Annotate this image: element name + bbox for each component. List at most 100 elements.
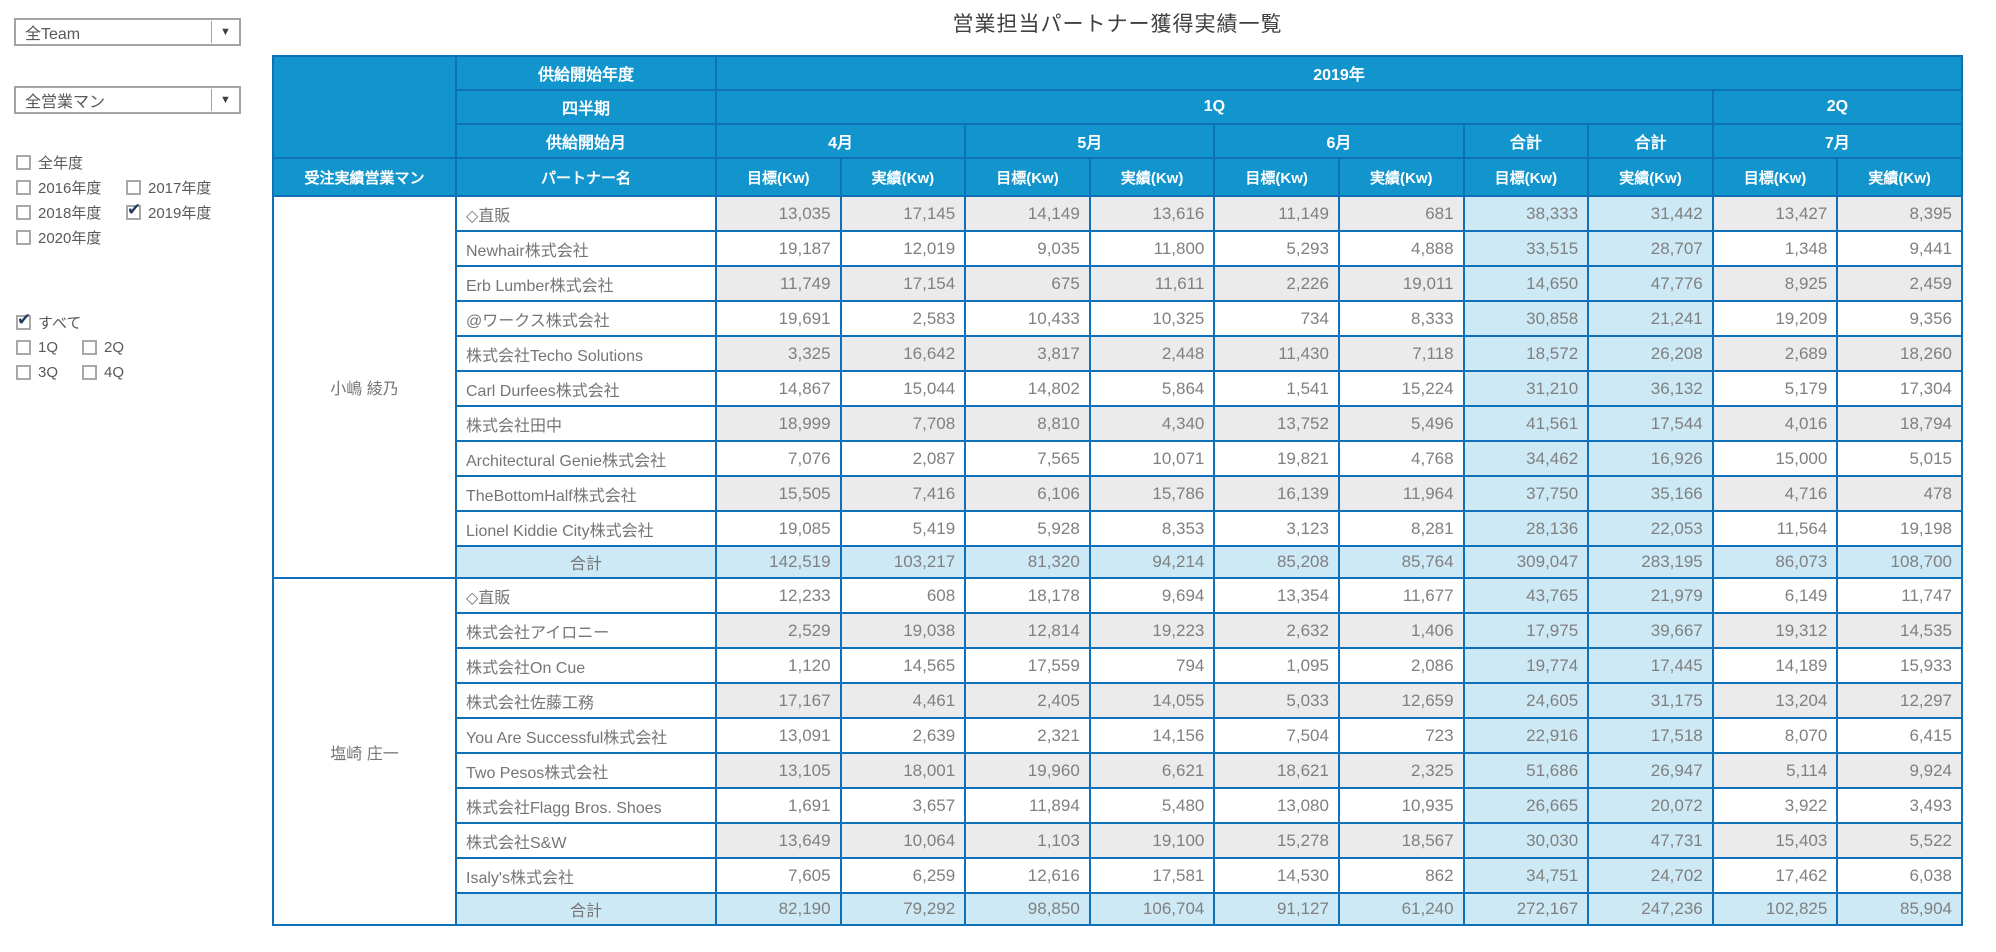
actual-value-cell: 16,642 (839, 335, 967, 372)
target-value-cell: 11,564 (1711, 510, 1839, 547)
actual-value-cell: 12,659 (1337, 682, 1465, 719)
target-value-cell: 12,814 (964, 612, 1091, 649)
actual-value-cell: 31,175 (1587, 682, 1714, 719)
total-label-cell: 合計 (455, 545, 717, 579)
actual-value-cell: 608 (839, 577, 967, 614)
partner-row: TheBottomHalf株式会社 15,505 7,416 6,106 15,786 1… (273, 475, 1963, 512)
target-value-cell: 10,433 (964, 300, 1091, 337)
actual-value-cell: 17,518 (1587, 717, 1714, 754)
actual-value-cell: 21,979 (1587, 577, 1714, 614)
checkbox-label: 全年度 (38, 155, 84, 172)
total-value-cell: 102,825 (1711, 892, 1839, 926)
partner-row: 株式会社On Cue 1,120 14,565 17,559 794 1,095 2,086… (273, 647, 1963, 684)
partner-name-cell: 株式会社佐藤工務 (455, 682, 717, 719)
target-value-cell: 13,354 (1213, 577, 1340, 614)
actual-value-cell: 17,154 (839, 265, 967, 302)
year-checkbox-2016年度[interactable]: 2016年度 (16, 177, 126, 198)
target-value-cell: 7,565 (964, 440, 1091, 477)
team-dropdown-value: 全Team (25, 26, 81, 43)
total-value-cell: 79,292 (839, 892, 967, 926)
target-value-cell: 12,616 (964, 857, 1091, 894)
actual-value-cell: 17,145 (839, 195, 967, 232)
quarter-checkbox-すべて[interactable]: すべて (16, 310, 82, 333)
target-value-cell: 8,810 (964, 405, 1091, 442)
target-value-cell: 13,035 (715, 195, 842, 232)
team-dropdown[interactable]: 全Team ▼ (14, 18, 241, 46)
target-value-cell: 16,139 (1213, 475, 1340, 512)
target-value-cell: 15,505 (715, 475, 842, 512)
year-checkbox-2017年度[interactable]: 2017年度 (126, 177, 211, 198)
target-value-cell: 2,405 (964, 682, 1091, 719)
target-value-cell: 2,689 (1711, 335, 1839, 372)
target-column-header: 目標(Kw) (1711, 157, 1839, 197)
actual-value-cell: 8,333 (1337, 300, 1465, 337)
partner-name-cell: Architectural Genie株式会社 (455, 440, 717, 477)
quarter-checkbox-1Q[interactable]: 1Q (16, 339, 82, 356)
target-value-cell: 14,530 (1213, 857, 1340, 894)
target-value-cell: 33,515 (1462, 230, 1590, 267)
partner-name-cell: Newhair株式会社 (455, 230, 717, 267)
target-value-cell: 18,621 (1213, 752, 1340, 789)
target-value-cell: 18,178 (964, 577, 1091, 614)
partner-name-cell: TheBottomHalf株式会社 (455, 475, 717, 512)
supply-start-month-header: 供給開始月 (455, 123, 717, 159)
target-value-cell: 13,105 (715, 752, 842, 789)
target-value-cell: 5,114 (1711, 752, 1839, 789)
actual-value-cell: 8,395 (1836, 195, 1963, 232)
target-value-cell: 1,348 (1711, 230, 1839, 267)
target-value-cell: 13,649 (715, 822, 842, 859)
target-value-cell: 17,559 (964, 647, 1091, 684)
total-value-cell: 272,167 (1462, 892, 1590, 926)
quarter-checkbox-3Q[interactable]: 3Q (16, 364, 82, 381)
total-value-cell: 106,704 (1088, 892, 1216, 926)
actual-value-cell: 478 (1836, 475, 1963, 512)
month-header: 5月 (964, 123, 1216, 159)
target-value-cell: 17,167 (715, 682, 842, 719)
target-value-cell: 11,430 (1213, 335, 1340, 372)
target-value-cell: 1,691 (715, 787, 842, 824)
quarter-checkbox-4Q[interactable]: 4Q (82, 364, 124, 381)
q1-header: 1Q (715, 89, 1714, 125)
actual-value-cell: 11,747 (1836, 577, 1963, 614)
month-header: 7月 (1711, 123, 1964, 159)
quarter-checkbox-2Q[interactable]: 2Q (82, 339, 124, 356)
actual-value-cell: 19,011 (1337, 265, 1465, 302)
dropdown-separator (211, 21, 212, 43)
year-checkbox-2019年度[interactable]: 2019年度 (126, 200, 211, 223)
actual-value-cell: 39,667 (1587, 612, 1714, 649)
actual-value-cell: 21,241 (1587, 300, 1714, 337)
year-checkbox-2018年度[interactable]: 2018年度 (16, 202, 126, 223)
actual-column-header: 実績(Kw) (839, 157, 967, 197)
target-value-cell: 30,858 (1462, 300, 1590, 337)
target-value-cell: 5,293 (1213, 230, 1340, 267)
checkbox-icon (16, 365, 31, 380)
target-value-cell: 14,650 (1462, 265, 1590, 302)
year-checkbox-全年度[interactable]: 全年度 (16, 152, 126, 173)
actual-value-cell: 5,496 (1337, 405, 1465, 442)
actual-value-cell: 7,118 (1337, 335, 1465, 372)
partner-row: 塩崎 庄一 ◇直販 12,233 608 18,178 9,694 13,354 11,677… (272, 577, 1963, 926)
partner-row: @ワークス株式会社 19,691 2,583 10,433 10,325 734 8,333… (273, 300, 1963, 337)
total-value-cell: 82,190 (715, 892, 842, 926)
actual-value-cell: 24,702 (1587, 857, 1714, 894)
target-value-cell: 6,149 (1711, 577, 1839, 614)
year-checkbox-2020年度[interactable]: 2020年度 (16, 227, 126, 248)
actual-value-cell: 2,583 (839, 300, 967, 337)
salesman-dropdown-value: 全営業マン (25, 94, 106, 111)
year-filter-group: 全年度 2016年度 2017年度 2018年度 2019年度 2020年度 (16, 150, 211, 250)
partner-name-cell: You Are Successful株式会社 (455, 717, 717, 754)
page-title: 営業担当パートナー獲得実績一覧 (952, 13, 1283, 36)
target-value-cell: 13,091 (715, 717, 842, 754)
target-value-cell: 3,817 (964, 335, 1091, 372)
salesman-dropdown[interactable]: 全営業マン ▼ (14, 86, 241, 114)
target-value-cell: 26,665 (1462, 787, 1590, 824)
chevron-down-icon: ▼ (220, 94, 231, 106)
target-value-cell: 6,106 (964, 475, 1091, 512)
target-value-cell: 7,504 (1213, 717, 1340, 754)
target-value-cell: 15,278 (1213, 822, 1340, 859)
partner-name-cell: Erb Lumber株式会社 (455, 265, 717, 302)
actual-value-cell: 794 (1088, 647, 1216, 684)
target-value-cell: 5,928 (964, 510, 1091, 547)
actual-column-header: 実績(Kw) (1836, 157, 1963, 197)
